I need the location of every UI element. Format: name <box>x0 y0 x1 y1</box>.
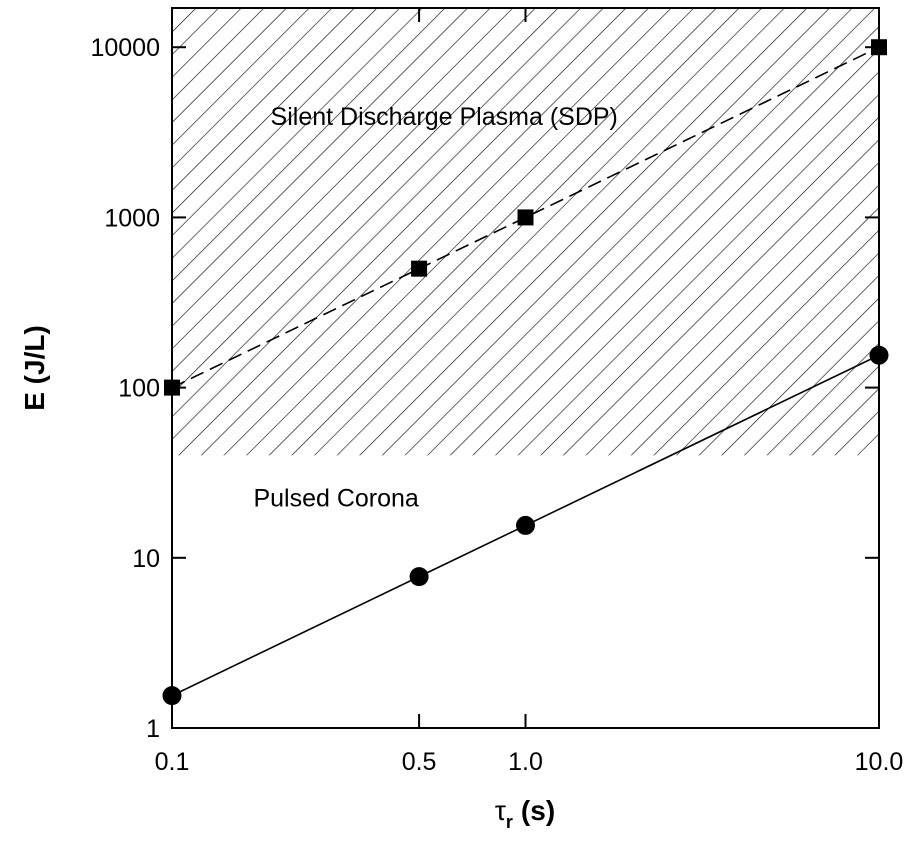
x-tick-label-3: 10.0 <box>855 748 904 776</box>
y-tick-label-1: 10 <box>132 545 160 573</box>
x-tick-label-0: 0.1 <box>155 748 190 776</box>
x-axis-symbol: τ <box>495 795 506 826</box>
data-point-square-1 <box>411 260 428 277</box>
y-tick-label-0: 1 <box>146 715 160 743</box>
sdp-shaded-region <box>172 8 879 456</box>
series-square-line <box>172 46 879 389</box>
y-tick-label-2: 100 <box>118 375 160 403</box>
data-point-square-2 <box>517 209 534 226</box>
y-axis-title: E (J/L) <box>19 325 50 411</box>
x-tick-label-2: 1.0 <box>508 748 543 776</box>
data-point-circle-2 <box>516 515 535 535</box>
x-axis: 0.1 0.5 1.0 10.0 <box>155 8 904 776</box>
x-axis-unit: (s) <box>521 795 555 826</box>
sdp-region-label: Silent Discharge Plasma (SDP) <box>271 103 618 131</box>
y-tick-label-4: 10000 <box>90 34 160 62</box>
y-tick-label-3: 1000 <box>104 204 160 232</box>
y-axis: 1 10 100 1000 10000 <box>90 34 879 743</box>
x-tick-label-1: 0.5 <box>402 748 437 776</box>
x-axis-title: τr (s) <box>495 795 555 832</box>
pulsed-corona-label: Pulsed Corona <box>253 485 418 513</box>
x-axis-subscript: r <box>506 812 513 832</box>
data-point-circle-1 <box>409 567 429 587</box>
series-circle-line <box>172 354 879 697</box>
